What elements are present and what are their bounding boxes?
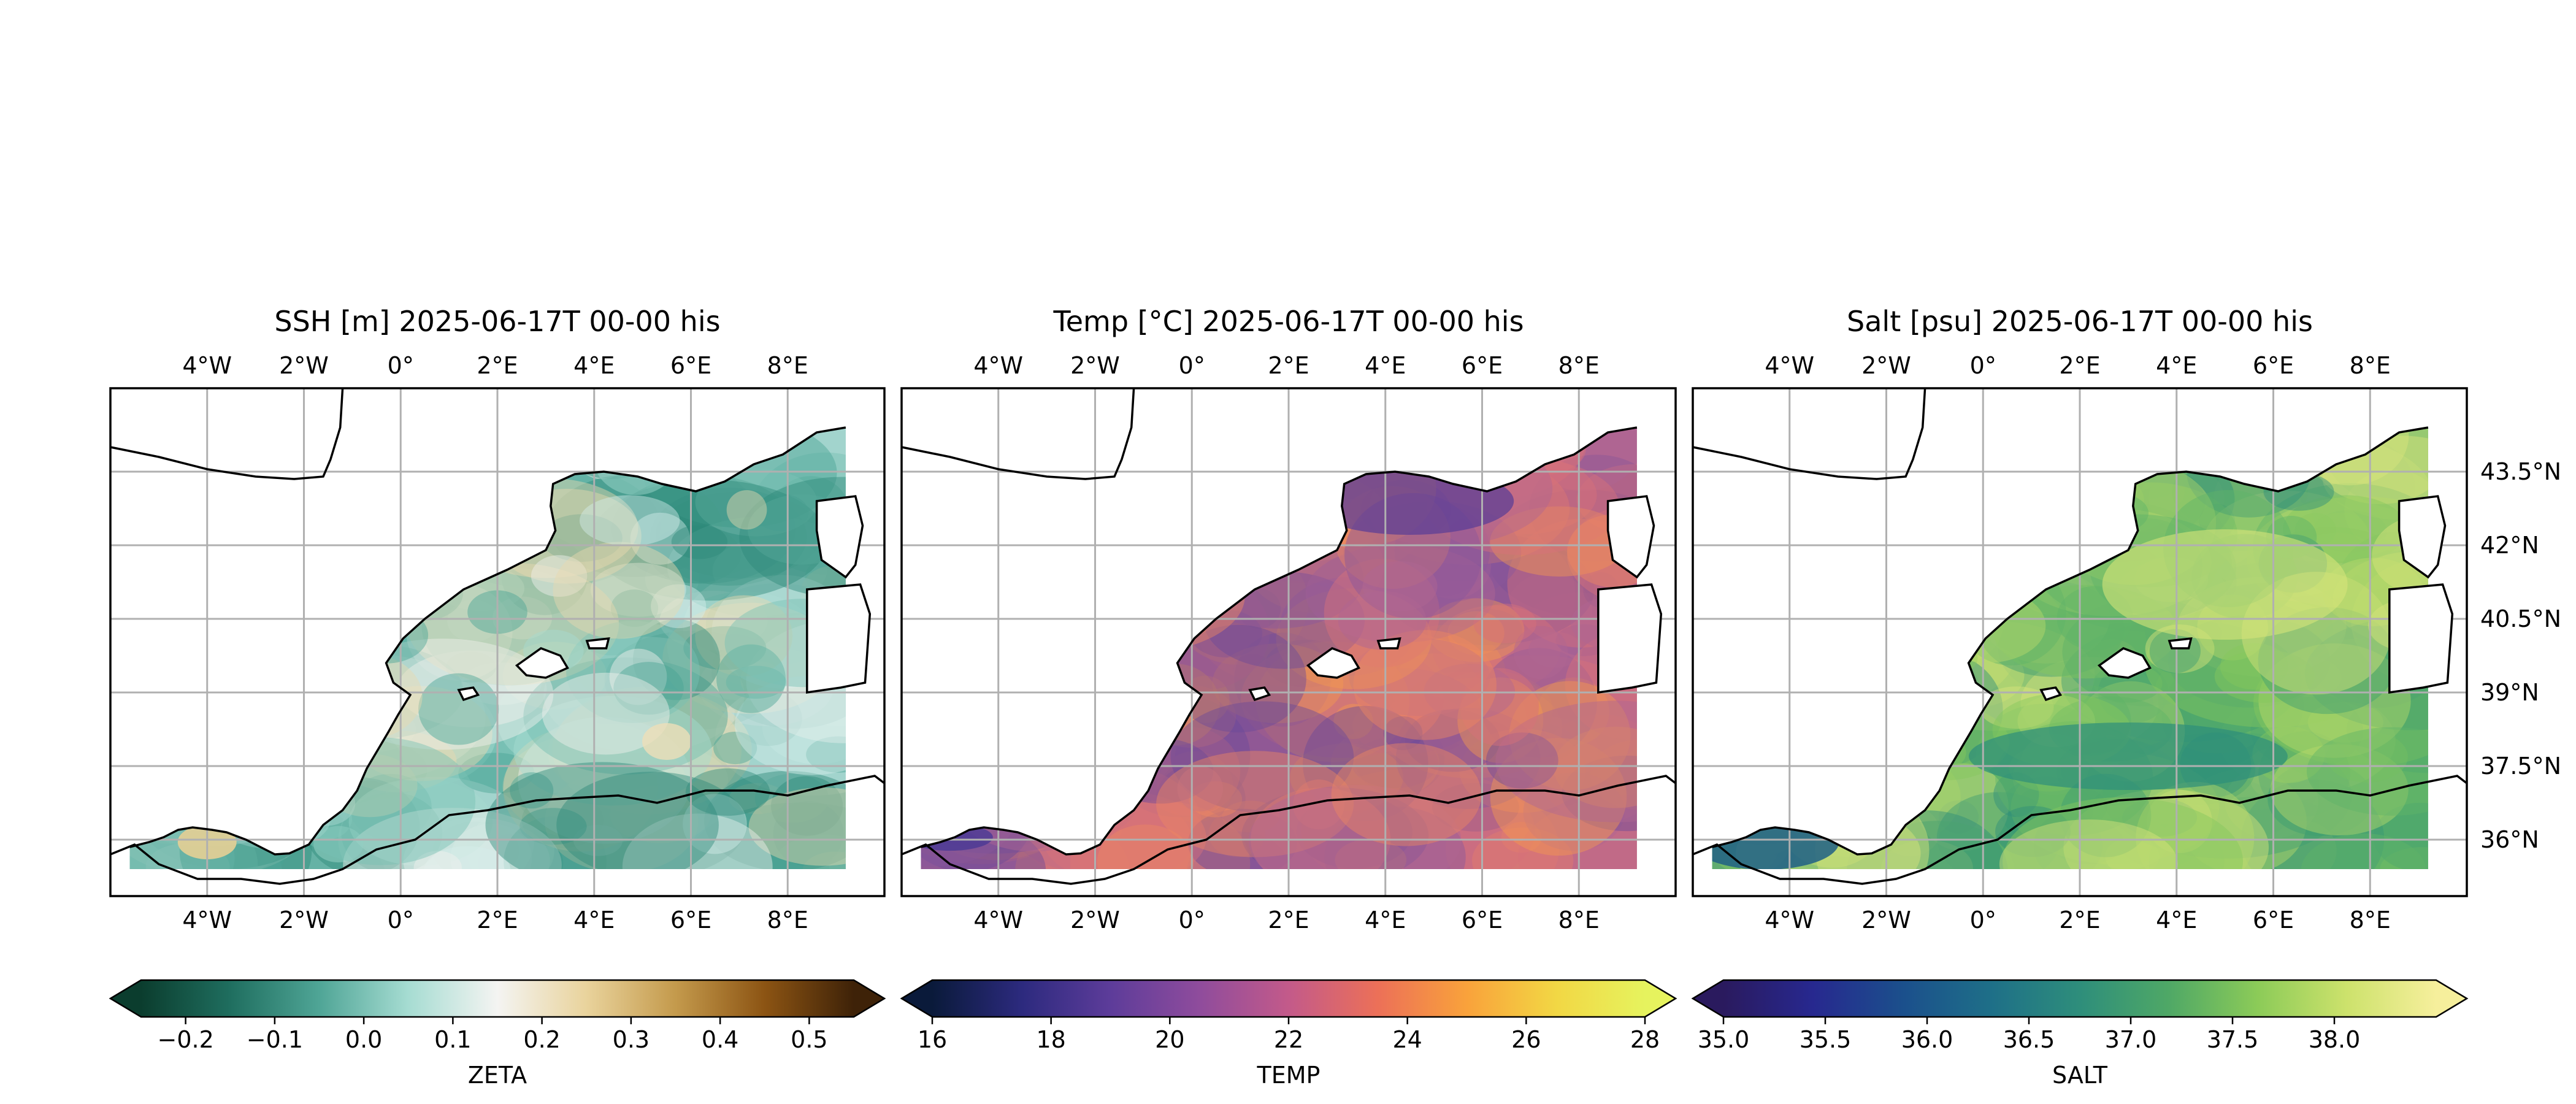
- lon-tick-label: 4°E: [1365, 907, 1406, 933]
- lon-tick-label: 6°E: [2253, 352, 2294, 379]
- lon-tick-label: 6°E: [1462, 352, 1503, 379]
- colorbar-tick-label: −0.1: [247, 1026, 303, 1053]
- map-frame: [109, 387, 886, 897]
- lon-tick-label: 2°E: [477, 907, 518, 933]
- coastline: [110, 388, 886, 885]
- lon-tick-label: 0°: [1179, 352, 1205, 379]
- colorbar-temp: 16 18 20 22 24 26 28 TEMP: [900, 979, 1677, 1089]
- colorbar-tick-label: 36.0: [1901, 1026, 1953, 1053]
- lon-tick-label: 4°E: [1365, 352, 1406, 379]
- colorbar-label: TEMP: [1257, 1062, 1321, 1089]
- lat-tick-label: 42°N: [2480, 532, 2539, 559]
- lon-tick-label: 6°E: [1462, 907, 1503, 933]
- colorbar-tick-label: 0.4: [702, 1026, 738, 1053]
- lon-tick-label: 8°E: [1558, 352, 1600, 379]
- lon-tick-label: 2°E: [2059, 352, 2100, 379]
- lon-tick-label: 2°W: [279, 907, 329, 933]
- lon-tick-label: 2°E: [477, 352, 518, 379]
- colorbar-tick-label: 20: [1155, 1026, 1184, 1053]
- colorbar-tick-label: 0.2: [523, 1026, 560, 1053]
- panel-title: Temp [°C] 2025-06-17T 00-00 his: [1052, 305, 1524, 338]
- lon-tick-label: 2°W: [1070, 907, 1120, 933]
- lon-tick-label: 8°E: [767, 352, 808, 379]
- map-panel-salt: Salt [psu] 2025-06-17T 00-00 his 4°W 4°W 2°…: [1691, 305, 2561, 1089]
- colorbar-label: ZETA: [468, 1062, 527, 1089]
- map-panel-temp: Temp [°C] 2025-06-17T 00-00 his 4°W 4°W 2°W…: [900, 305, 1677, 1089]
- colorbar-label: SALT: [2052, 1062, 2108, 1089]
- lon-tick-label: 0°: [1179, 907, 1205, 933]
- colorbar-tick-label: 0.3: [613, 1026, 650, 1053]
- lon-tick-label: 4°E: [573, 352, 615, 379]
- lon-tick-label: 4°E: [2156, 907, 2197, 933]
- colorbar-tick-label: 28: [1630, 1026, 1660, 1053]
- lon-tick-label: 2°W: [1070, 352, 1120, 379]
- lat-tick-label: 39°N: [2480, 679, 2539, 706]
- lon-tick-label: 0°: [388, 352, 414, 379]
- lon-tick-label: 2°E: [1268, 907, 1309, 933]
- lon-tick-label: 4°W: [1765, 352, 1814, 379]
- lon-tick-label: 4°W: [973, 907, 1023, 933]
- lon-tick-label: 4°E: [2156, 352, 2197, 379]
- gridlines: [1693, 388, 2467, 896]
- map-frame: [900, 387, 1677, 897]
- colorbar-tick-label: 36.5: [2003, 1026, 2055, 1053]
- lon-tick-label: 0°: [1970, 352, 1996, 379]
- coastline: [901, 388, 1677, 885]
- colorbar-tick-label: 37.5: [2207, 1026, 2259, 1053]
- ocean-field: [1712, 427, 2428, 869]
- lat-tick-label: 36°N: [2480, 826, 2539, 853]
- lon-tick-label: 4°W: [1765, 907, 1814, 933]
- coastline: [1692, 388, 2468, 885]
- colorbar-tick-label: 35.5: [1800, 1026, 1852, 1053]
- lon-tick-label: 4°W: [182, 907, 232, 933]
- lon-tick-label: 8°E: [2350, 352, 2391, 379]
- colorbar-salt: 35.0 35.5 36.0 36.5 37.0 37.5 38.0 SALT: [1691, 979, 2469, 1089]
- lon-tick-label: 2°W: [279, 352, 329, 379]
- lat-tick-label: 37.5°N: [2480, 753, 2561, 780]
- colorbar-tick-label: 24: [1392, 1026, 1422, 1053]
- lon-tick-label: 2°W: [1861, 907, 1911, 933]
- colorbar-zeta: −0.2 −0.1 0.0 0.1 0.2 0.3 0.4 0.5 ZETA: [109, 979, 886, 1089]
- colorbar-tick-label: 22: [1274, 1026, 1303, 1053]
- lon-tick-label: 6°E: [670, 352, 711, 379]
- colorbar-tick-label: −0.2: [157, 1026, 213, 1053]
- colorbar-tick-label: 0.1: [434, 1026, 471, 1053]
- lon-tick-label: 8°E: [767, 907, 808, 933]
- colorbar-tick-label: 0.5: [791, 1026, 827, 1053]
- colorbar-tick-label: 18: [1036, 1026, 1065, 1053]
- colorbar-tick-label: 38.0: [2309, 1026, 2361, 1053]
- lon-tick-label: 6°E: [670, 907, 711, 933]
- lon-tick-label: 8°E: [2350, 907, 2391, 933]
- lon-tick-label: 4°W: [182, 352, 232, 379]
- colorbar-tick-label: 35.0: [1698, 1026, 1750, 1053]
- lon-tick-label: 2°E: [2059, 907, 2100, 933]
- colorbar-tick-label: 37.0: [2105, 1026, 2157, 1053]
- panel-title: Salt [psu] 2025-06-17T 00-00 his: [1847, 305, 2313, 338]
- lon-tick-label: 2°W: [1861, 352, 1911, 379]
- lat-tick-label: 43.5°N: [2480, 458, 2561, 485]
- colorbar-tick-label: 26: [1511, 1026, 1541, 1053]
- lon-tick-label: 0°: [1970, 907, 1996, 933]
- map-panel-zeta: SSH [m] 2025-06-17T 00-00 his 4°W 4°W 2°W 2°…: [109, 305, 886, 1089]
- lon-tick-label: 4°W: [973, 352, 1023, 379]
- panel-title: SSH [m] 2025-06-17T 00-00 his: [274, 305, 720, 338]
- lon-tick-label: 2°E: [1268, 352, 1309, 379]
- lat-tick-label: 40.5°N: [2480, 605, 2561, 632]
- lon-tick-label: 0°: [388, 907, 414, 933]
- lon-tick-label: 6°E: [2253, 907, 2294, 933]
- lon-tick-label: 8°E: [1558, 907, 1600, 933]
- map-frame: [1692, 387, 2468, 897]
- colorbar-tick-label: 16: [918, 1026, 947, 1053]
- colorbar-tick-label: 0.0: [345, 1026, 382, 1053]
- lon-tick-label: 4°E: [573, 907, 615, 933]
